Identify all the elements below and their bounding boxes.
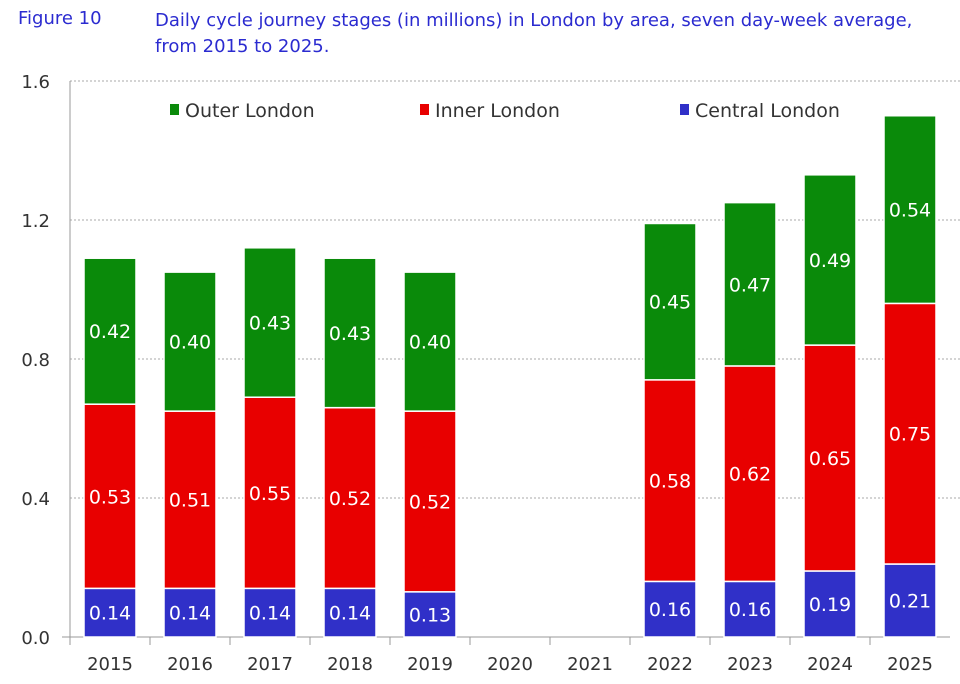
bar-inner-london [883, 302, 937, 565]
x-tick-label: 2019 [407, 654, 453, 675]
data-label: 0.14 [89, 603, 131, 625]
bar-inner-london [323, 406, 377, 590]
legend-label: Outer London [185, 100, 315, 122]
bar-outer-london [83, 257, 137, 405]
legend-label: Inner London [435, 100, 560, 122]
bar-central-london [883, 563, 937, 638]
x-tick-label: 2015 [87, 654, 133, 675]
bar-central-london [403, 591, 457, 638]
data-label: 0.62 [729, 464, 771, 486]
data-label: 0.54 [889, 200, 931, 222]
data-label: 0.19 [809, 594, 851, 616]
bar-central-london [323, 587, 377, 638]
bar-outer-london [803, 174, 857, 346]
bar-outer-london [323, 257, 377, 409]
bar-inner-london [403, 410, 457, 593]
bar-outer-london [883, 115, 937, 305]
data-label: 0.14 [329, 603, 371, 625]
data-label: 0.52 [409, 491, 451, 513]
bar-central-london [803, 570, 857, 638]
data-label: 0.16 [729, 599, 771, 621]
bar-outer-london [403, 271, 457, 412]
data-label: 0.40 [409, 332, 451, 354]
data-label: 0.75 [889, 424, 931, 446]
data-label: 0.43 [329, 323, 371, 345]
bar-central-london [163, 587, 217, 638]
y-tick-label: 0.4 [21, 489, 50, 510]
data-label: 0.40 [169, 332, 211, 354]
x-tick-label: 2024 [807, 654, 853, 675]
data-label: 0.51 [169, 490, 211, 512]
data-label: 0.43 [249, 313, 291, 335]
bar-inner-london [243, 396, 297, 590]
data-label: 0.14 [169, 603, 211, 625]
figure-label: Figure 10 [18, 8, 102, 29]
bar-central-london [83, 587, 137, 638]
bar-inner-london [163, 410, 217, 590]
bar-central-london [243, 587, 297, 638]
legend-swatch [420, 104, 429, 115]
data-label: 0.14 [249, 603, 291, 625]
y-tick-label: 1.6 [21, 72, 50, 93]
x-tick-label: 2021 [567, 654, 613, 675]
bar-central-london [643, 580, 697, 638]
data-label: 0.65 [809, 448, 851, 470]
y-tick-label: 1.2 [21, 211, 50, 232]
y-tick-label: 0.0 [21, 628, 50, 649]
data-label: 0.42 [89, 321, 131, 343]
bar-outer-london [643, 222, 697, 381]
data-label: 0.21 [889, 591, 931, 613]
data-label: 0.53 [89, 486, 131, 508]
data-label: 0.47 [729, 274, 771, 296]
data-label: 0.45 [649, 292, 691, 314]
x-tick-label: 2020 [487, 654, 533, 675]
chart-title: Daily cycle journey stages (in millions)… [155, 10, 913, 57]
bar-outer-london [723, 201, 777, 367]
x-tick-label: 2017 [247, 654, 293, 675]
data-label: 0.49 [809, 250, 851, 272]
bar-outer-london [163, 271, 217, 412]
x-tick-label: 2016 [167, 654, 213, 675]
bar-inner-london [803, 344, 857, 572]
x-tick-label: 2025 [887, 654, 933, 675]
bar-central-london [723, 580, 777, 638]
bar-outer-london [243, 247, 297, 398]
bar-inner-london [643, 379, 697, 583]
x-tick-label: 2022 [647, 654, 693, 675]
data-label: 0.55 [249, 483, 291, 505]
bar-inner-london [723, 365, 777, 583]
x-tick-label: 2018 [327, 654, 373, 675]
legend-swatch [680, 104, 689, 115]
data-label: 0.52 [329, 488, 371, 510]
data-label: 0.16 [649, 599, 691, 621]
data-label: 0.13 [409, 604, 451, 626]
legend-swatch [170, 104, 179, 115]
data-label: 0.58 [649, 471, 691, 493]
x-tick-label: 2023 [727, 654, 773, 675]
y-tick-label: 0.8 [21, 350, 50, 371]
legend-label: Central London [695, 100, 840, 122]
